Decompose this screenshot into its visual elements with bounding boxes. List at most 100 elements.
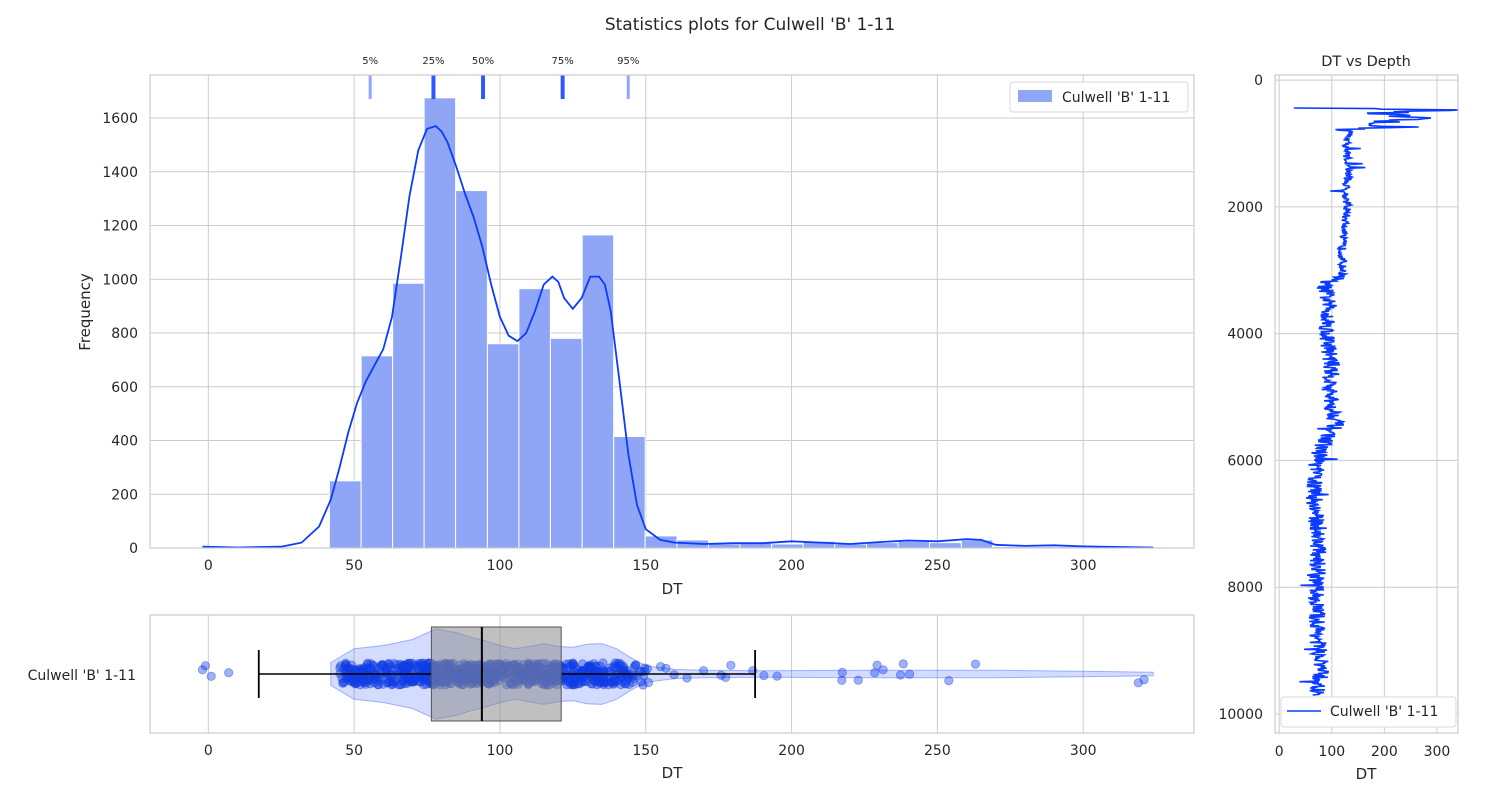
strip-point (418, 658, 428, 669)
strip-point (586, 661, 596, 672)
boxplot-x-tick-label: 150 (632, 743, 659, 759)
strip-point (399, 661, 409, 671)
strip-point (615, 660, 625, 671)
strip-point (382, 678, 392, 688)
strip-point (346, 660, 357, 670)
strip-point (396, 679, 407, 690)
depth-legend-label: Culwell 'B' 1-11 (1330, 704, 1438, 720)
strip-point (585, 660, 595, 670)
histogram-bar (613, 435, 646, 549)
strip-point (392, 660, 402, 670)
histogram-x-ticks: 0 50 100 150 200 250 300 (204, 558, 1097, 574)
strip-point (379, 674, 389, 684)
strip-point (389, 658, 399, 669)
strip-point (400, 660, 411, 670)
histogram-x-tick-label: 200 (778, 558, 805, 574)
histogram-bar (360, 355, 394, 549)
boxplot-x-label: DT (662, 764, 684, 782)
strip-point (421, 679, 431, 689)
histogram-legend-label: Culwell 'B' 1-11 (1062, 90, 1170, 106)
strip-point (398, 660, 409, 670)
strip-point (609, 674, 619, 684)
strip-point (595, 678, 605, 688)
strip-point (595, 661, 605, 671)
histogram-legend-swatch (1018, 90, 1052, 102)
strip-point (387, 676, 397, 687)
strip-point (365, 663, 376, 674)
strip-point (599, 677, 609, 688)
strip-point (618, 677, 628, 687)
strip-point (618, 663, 629, 673)
strip-point (384, 658, 394, 669)
strip-point (350, 678, 360, 689)
strip-point (415, 659, 425, 670)
histogram-bar (328, 480, 362, 549)
strip-point (594, 677, 605, 688)
strip-point (601, 677, 612, 687)
strip-point (611, 660, 622, 670)
strip-point (343, 663, 353, 673)
depth-y-tick-label: 2000 (1227, 200, 1263, 216)
histogram-bar (455, 190, 488, 549)
strip-point (404, 661, 414, 671)
boxplot-x-tick-label: 300 (1070, 743, 1097, 759)
strip-point (381, 668, 391, 678)
strip-point (351, 679, 361, 689)
histogram-bar (929, 542, 962, 549)
percentile-markers: 5% 25% 50% 75% 95% (362, 56, 639, 99)
strip-point (615, 659, 626, 669)
depth-x-tick-label: 100 (1318, 744, 1345, 760)
strip-point (336, 661, 346, 671)
strip-point (403, 676, 413, 687)
strip-point (570, 680, 580, 690)
percentile-marker (368, 75, 372, 99)
strip-point (594, 668, 604, 678)
strip-point (418, 660, 429, 671)
strip-point (582, 663, 592, 674)
strip-point (402, 663, 413, 673)
strip-point (385, 661, 395, 671)
strip-point (351, 678, 362, 688)
strip-point (366, 663, 376, 674)
strip-point (377, 668, 388, 678)
depth-panel: DT vs Depth 0 100 200 300 0 2000 4000 6000 8000… (1218, 54, 1459, 783)
strip-point (373, 680, 383, 690)
strip-point (414, 677, 424, 687)
strip-point (613, 658, 624, 668)
strip-point (716, 670, 726, 681)
strip-point (386, 665, 396, 675)
strip-point (584, 661, 594, 672)
strip-point (563, 663, 573, 673)
percentile-label: 50% (472, 56, 494, 67)
strip-point (591, 661, 601, 672)
strip-point (870, 668, 880, 678)
strip-point (608, 677, 618, 687)
strip-point (609, 678, 619, 688)
histogram-legend-box (1009, 81, 1189, 113)
strip-point (592, 680, 602, 690)
strip-point (421, 675, 431, 685)
strip-point (564, 659, 574, 669)
histogram-bar (897, 540, 931, 549)
strip-point (369, 670, 379, 680)
depth-grid (1275, 75, 1458, 733)
strip-point (585, 662, 595, 672)
strip-point (610, 663, 620, 673)
strip-point (364, 675, 374, 685)
strip-point (385, 676, 395, 687)
strip-point (570, 662, 580, 672)
depth-legend-box (1280, 696, 1457, 728)
strip-point (584, 668, 594, 678)
histogram-y-tick-label: 800 (111, 326, 138, 342)
strip-point (970, 659, 981, 669)
boxplot-panel: 0 50 100 150 200 250 300 Culwell 'B' 1-11 DT (28, 614, 1195, 782)
strip-point (624, 679, 634, 690)
strip-point (394, 663, 404, 674)
strip-point (591, 661, 601, 672)
strip-point (592, 668, 602, 678)
percentile-marker (560, 75, 565, 99)
strip-point (409, 675, 420, 685)
strip-point (628, 677, 638, 687)
strip-point (358, 663, 368, 674)
depth-x-tick-label: 200 (1371, 744, 1398, 760)
